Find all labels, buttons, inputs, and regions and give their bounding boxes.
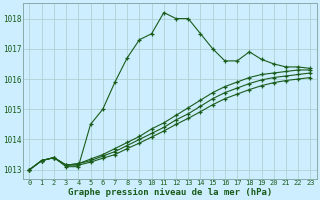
X-axis label: Graphe pression niveau de la mer (hPa): Graphe pression niveau de la mer (hPa)	[68, 188, 272, 197]
